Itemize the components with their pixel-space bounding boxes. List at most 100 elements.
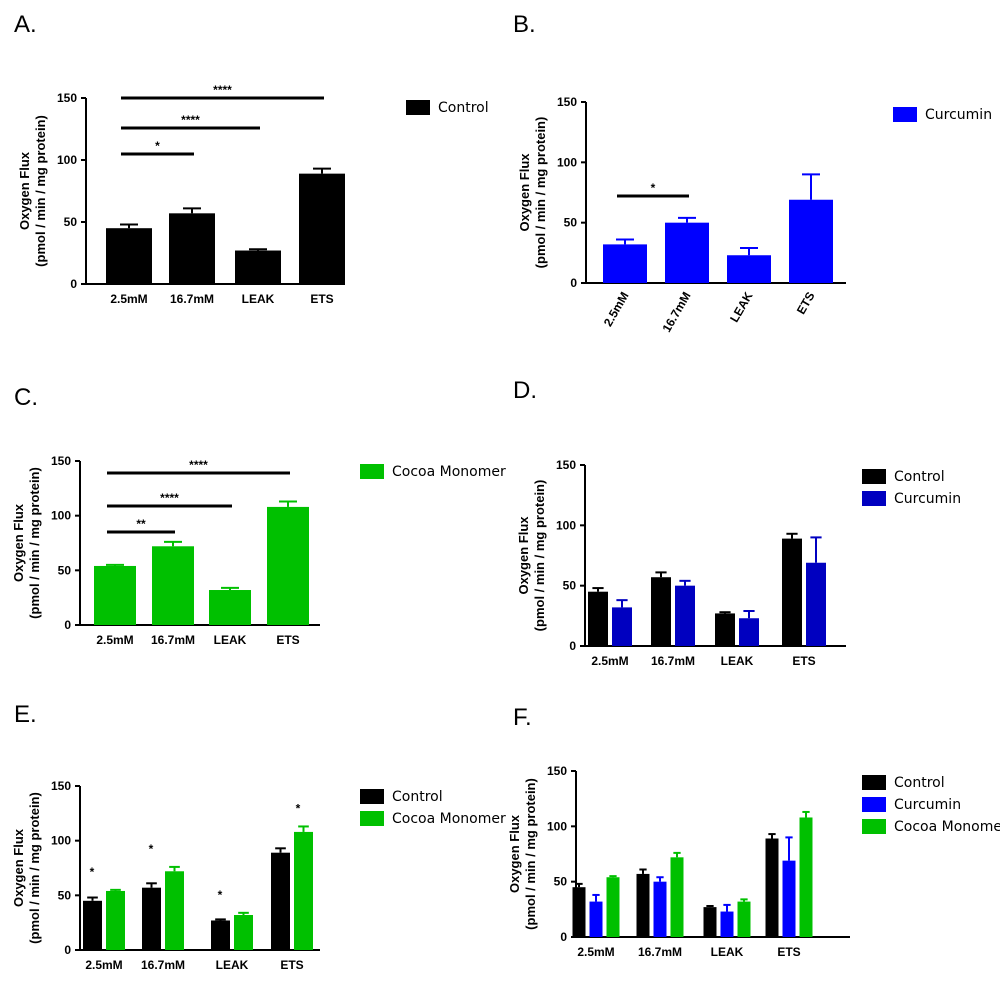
bar-control-25mm xyxy=(572,887,586,937)
x-tick-label: LEAK xyxy=(711,945,744,959)
x-tick-label: LEAK xyxy=(216,958,249,972)
x-tick-label: ETS xyxy=(310,292,333,306)
y-tick-label: 150 xyxy=(556,458,576,472)
legend-entry: Curcumin xyxy=(894,797,961,813)
y-tick-label: 50 xyxy=(64,215,78,229)
significance-label: **** xyxy=(181,113,200,127)
x-tick-label: 16.7mM xyxy=(659,290,693,335)
y-tick-label: 100 xyxy=(51,509,71,523)
bar-curcumin-25mm xyxy=(589,901,603,937)
legend: Control Curcumin xyxy=(862,469,961,507)
annotation-star: * xyxy=(149,842,154,856)
bar-control-167mm xyxy=(651,577,671,646)
legend-entry: Control xyxy=(438,100,489,116)
bar-control-ets xyxy=(782,538,802,646)
bar-cocoa-monomer-167mm xyxy=(152,546,194,625)
significance-label: * xyxy=(651,181,656,195)
legend-entry: Curcumin xyxy=(925,107,992,123)
significance-label: * xyxy=(155,139,160,153)
significance-label: **** xyxy=(213,83,232,97)
bar-curcumin-leak xyxy=(739,618,759,646)
x-tick-label: LEAK xyxy=(727,289,756,325)
y-tick-label: 0 xyxy=(70,277,77,291)
panel-letter: A. xyxy=(14,11,37,38)
y-tick-label: 100 xyxy=(547,819,567,833)
chart-panel-1: A. 0 50 100 150 Oxygen Flux (pmol / min / mg p… xyxy=(14,11,489,306)
significance-label: ** xyxy=(136,517,146,531)
y-axis-label: Oxygen Flux xyxy=(507,814,522,893)
bar-curcumin-ets xyxy=(806,562,826,646)
y-axis-label-units: (pmol / min / mg protein) xyxy=(523,778,538,930)
y-tick-label: 100 xyxy=(557,155,577,169)
y-tick-label: 150 xyxy=(57,91,77,105)
panel-letter: D. xyxy=(513,377,537,404)
y-axis-label: Oxygen Flux xyxy=(517,153,532,232)
bar-control-167mm xyxy=(636,873,650,937)
y-tick-label: 100 xyxy=(556,518,576,532)
y-tick-label: 0 xyxy=(560,930,567,944)
legend-entry: Control xyxy=(894,469,945,485)
legend-entry: Curcumin xyxy=(894,491,961,507)
x-tick-label: 16.7mM xyxy=(141,958,185,972)
y-axis-label-units: (pmol / min / mg protein) xyxy=(532,480,547,632)
legend-swatch xyxy=(862,797,886,812)
x-tick-label: 16.7mM xyxy=(170,292,214,306)
y-axis-label-units: (pmol / min / mg protein) xyxy=(33,115,48,267)
bar-control-leak xyxy=(211,920,230,950)
bar-curcumin-leak xyxy=(727,255,771,283)
bar-curcumin-leak xyxy=(720,911,734,937)
bar-control-ets xyxy=(299,173,345,284)
x-tick-label: 16.7mM xyxy=(638,945,682,959)
legend-swatch xyxy=(862,469,886,484)
y-axis-label-units: (pmol / min / mg protein) xyxy=(27,792,42,944)
legend-entry: Cocoa Monomer xyxy=(894,819,1000,835)
annotation-star: * xyxy=(218,888,223,902)
legend-swatch xyxy=(406,100,430,115)
bar-control-ets xyxy=(765,838,779,937)
y-tick-label: 0 xyxy=(64,618,71,632)
x-tick-label: 2.5mM xyxy=(591,654,628,668)
legend: Control xyxy=(406,100,489,116)
y-tick-label: 100 xyxy=(57,153,77,167)
significance-label: **** xyxy=(160,491,179,505)
bar-curcumin-167mm xyxy=(653,881,667,937)
y-tick-label: 150 xyxy=(51,779,71,793)
chart-panel-3: C. 0 50 100 150 Oxygen Flux (pmol / min / mg p… xyxy=(11,384,506,647)
bar-cocoa-monomer-25mm xyxy=(606,877,620,937)
x-tick-label: 2.5mM xyxy=(96,633,133,647)
bar-cocoa-monomer-167mm xyxy=(165,871,184,950)
y-tick-label: 150 xyxy=(557,95,577,109)
bar-control-25mm xyxy=(106,228,152,284)
y-tick-label: 150 xyxy=(51,454,71,468)
legend-swatch xyxy=(360,811,384,826)
legend-entry: Cocoa Monomer xyxy=(392,811,506,827)
chart-panel-5: E. 0 50 100 150 Oxygen Flux (pmol / min / mg p… xyxy=(11,701,506,972)
y-axis-label-units: (pmol / min / mg protein) xyxy=(27,467,42,619)
bar-control-leak xyxy=(703,907,717,937)
x-tick-label: ETS xyxy=(794,290,818,317)
x-tick-label: LEAK xyxy=(721,654,754,668)
bar-curcumin-167mm xyxy=(665,222,709,283)
chart-panel-4: D. 0 50 100 150 Oxygen Flux (pmol / min / mg p… xyxy=(513,377,961,668)
x-tick-label: 2.5mM xyxy=(577,945,614,959)
y-tick-label: 50 xyxy=(563,579,577,593)
y-tick-label: 50 xyxy=(554,875,568,889)
bar-curcumin-ets xyxy=(789,199,833,283)
bar-cocoa-monomer-ets xyxy=(799,817,813,937)
bar-curcumin-25mm xyxy=(603,244,647,283)
legend-entry: Control xyxy=(392,789,443,805)
bar-curcumin-25mm xyxy=(612,607,632,646)
bar-cocoa-monomer-leak xyxy=(209,590,251,625)
y-axis-label-units: (pmol / min / mg protein) xyxy=(533,117,548,269)
legend: Cocoa Monomer xyxy=(360,464,506,480)
bar-cocoa-monomer-167mm xyxy=(670,857,684,937)
annotation-star: * xyxy=(90,865,95,879)
x-tick-label: ETS xyxy=(276,633,299,647)
bar-control-leak xyxy=(715,613,735,646)
x-tick-label: 2.5mM xyxy=(601,290,632,329)
bar-control-ets xyxy=(271,852,290,950)
y-axis-label: Oxygen Flux xyxy=(17,151,32,230)
x-tick-label: 16.7mM xyxy=(651,654,695,668)
bar-control-167mm xyxy=(169,213,215,284)
